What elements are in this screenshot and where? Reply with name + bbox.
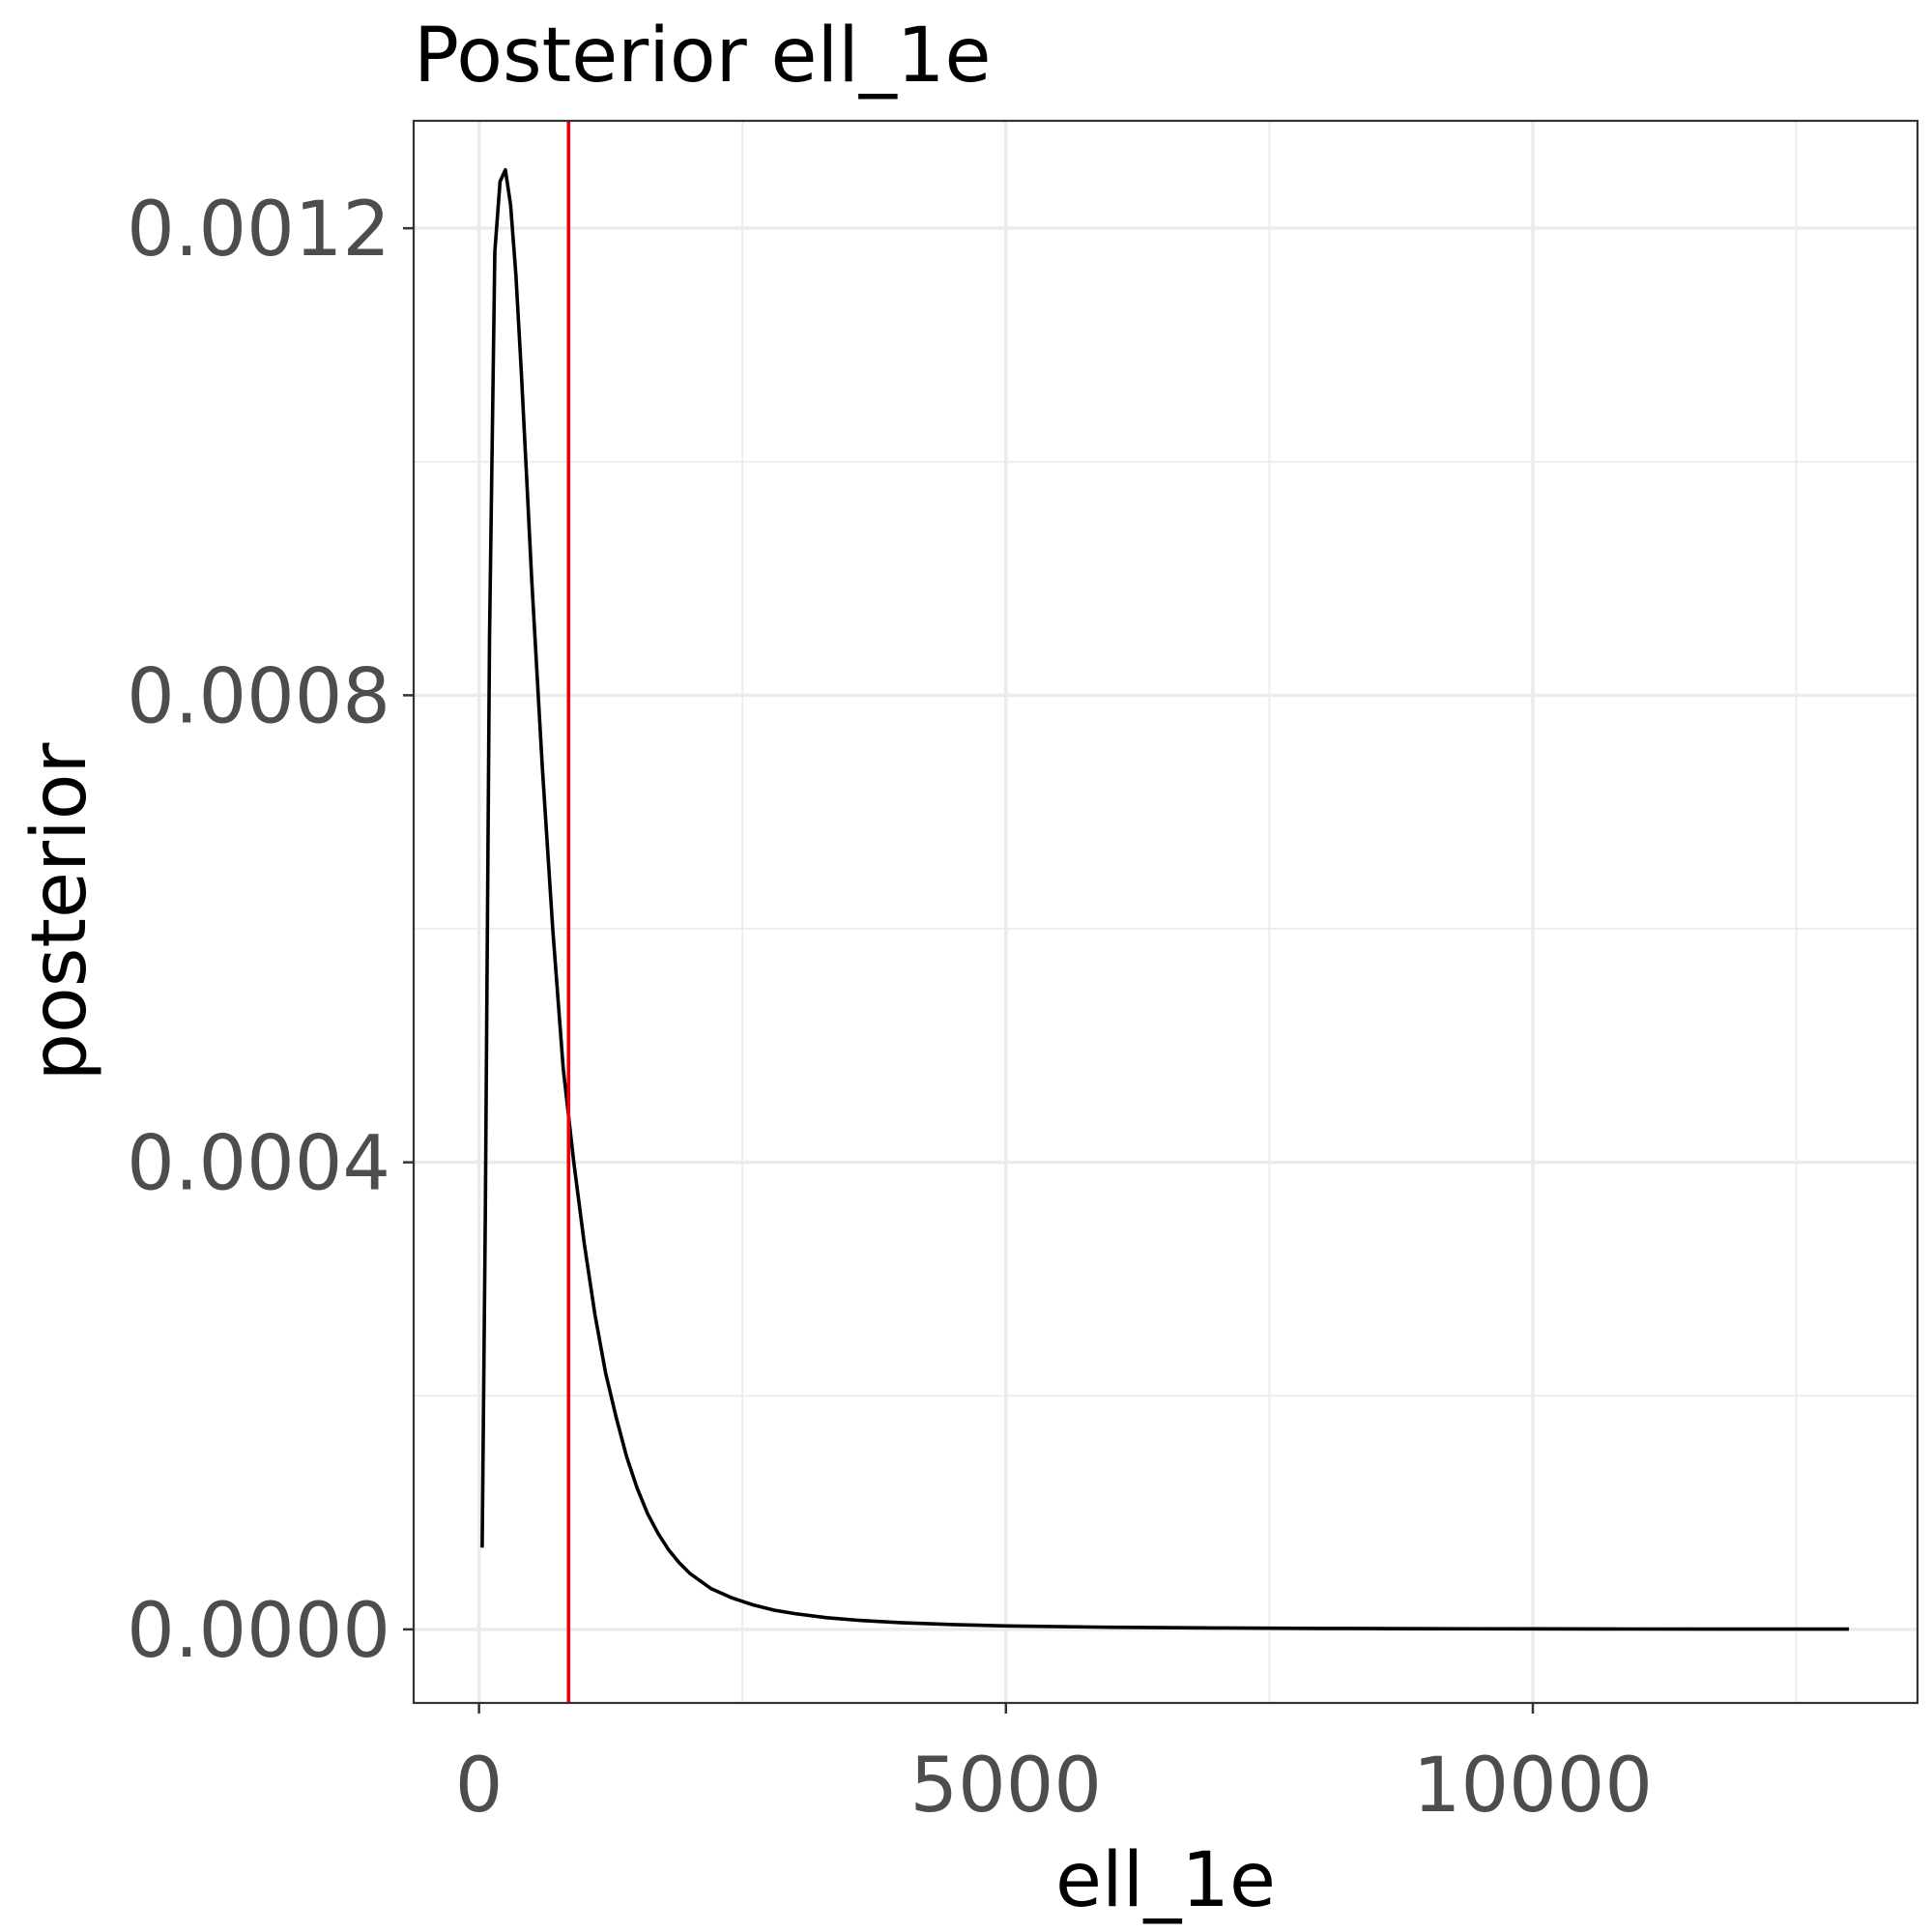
x-axis-title: ell_1e [1055, 1837, 1276, 1924]
series-layer [480, 167, 1850, 1631]
posterior-curve [480, 167, 1850, 1631]
plot-panel [412, 119, 1919, 1705]
y-tick-label: 0.0012 [127, 187, 390, 274]
minor-gridlines [414, 121, 1918, 1703]
x-tick-label: 10000 [1413, 1743, 1653, 1830]
y-tick-label: 0.0004 [127, 1121, 390, 1208]
x-axis: 0 5000 10000 [455, 1703, 1653, 1830]
panel-background [414, 121, 1918, 1703]
panel-border [412, 119, 1919, 1705]
chart-title: Posterior ell_1e [414, 13, 991, 100]
y-axis: 0.0000 0.0004 0.0008 0.0012 [127, 187, 414, 1675]
y-tick-label: 0.0008 [127, 653, 390, 740]
x-tick-label: 5000 [910, 1743, 1103, 1830]
y-tick-label: 0.0000 [127, 1588, 390, 1675]
y-axis-title: posterior [16, 742, 103, 1081]
x-tick-label: 0 [455, 1743, 504, 1830]
